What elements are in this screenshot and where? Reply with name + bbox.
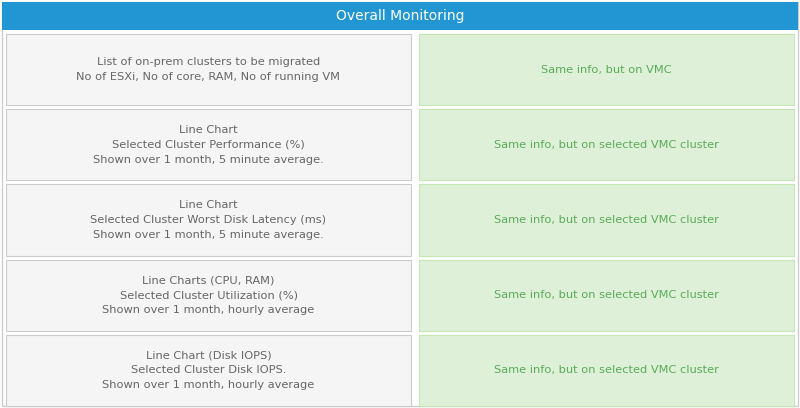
Text: Same info, but on selected VMC cluster: Same info, but on selected VMC cluster <box>494 366 719 375</box>
FancyBboxPatch shape <box>6 259 411 331</box>
Text: Same info, but on selected VMC cluster: Same info, but on selected VMC cluster <box>494 215 719 225</box>
FancyBboxPatch shape <box>6 335 411 406</box>
FancyBboxPatch shape <box>2 2 798 30</box>
FancyBboxPatch shape <box>6 109 411 180</box>
Text: Same info, but on selected VMC cluster: Same info, but on selected VMC cluster <box>494 140 719 150</box>
Text: Same info, but on selected VMC cluster: Same info, but on selected VMC cluster <box>494 290 719 300</box>
FancyBboxPatch shape <box>6 184 411 255</box>
Text: Overall Monitoring: Overall Monitoring <box>336 9 464 23</box>
FancyBboxPatch shape <box>419 109 794 180</box>
FancyBboxPatch shape <box>419 335 794 406</box>
FancyBboxPatch shape <box>419 259 794 331</box>
FancyBboxPatch shape <box>419 34 794 105</box>
FancyBboxPatch shape <box>419 184 794 255</box>
Text: Same info, but on VMC: Same info, but on VMC <box>541 64 672 75</box>
Text: Line Charts (CPU, RAM)
Selected Cluster Utilization (%)
Shown over 1 month, hour: Line Charts (CPU, RAM) Selected Cluster … <box>102 275 314 315</box>
Text: Line Chart
Selected Cluster Worst Disk Latency (ms)
Shown over 1 month, 5 minute: Line Chart Selected Cluster Worst Disk L… <box>90 200 326 240</box>
FancyBboxPatch shape <box>6 34 411 105</box>
Text: Line Chart (Disk IOPS)
Selected Cluster Disk IOPS.
Shown over 1 month, hourly av: Line Chart (Disk IOPS) Selected Cluster … <box>102 350 314 390</box>
Text: Line Chart
Selected Cluster Performance (%)
Shown over 1 month, 5 minute average: Line Chart Selected Cluster Performance … <box>93 125 324 164</box>
Text: List of on-prem clusters to be migrated
No of ESXi, No of core, RAM, No of runni: List of on-prem clusters to be migrated … <box>77 57 341 82</box>
